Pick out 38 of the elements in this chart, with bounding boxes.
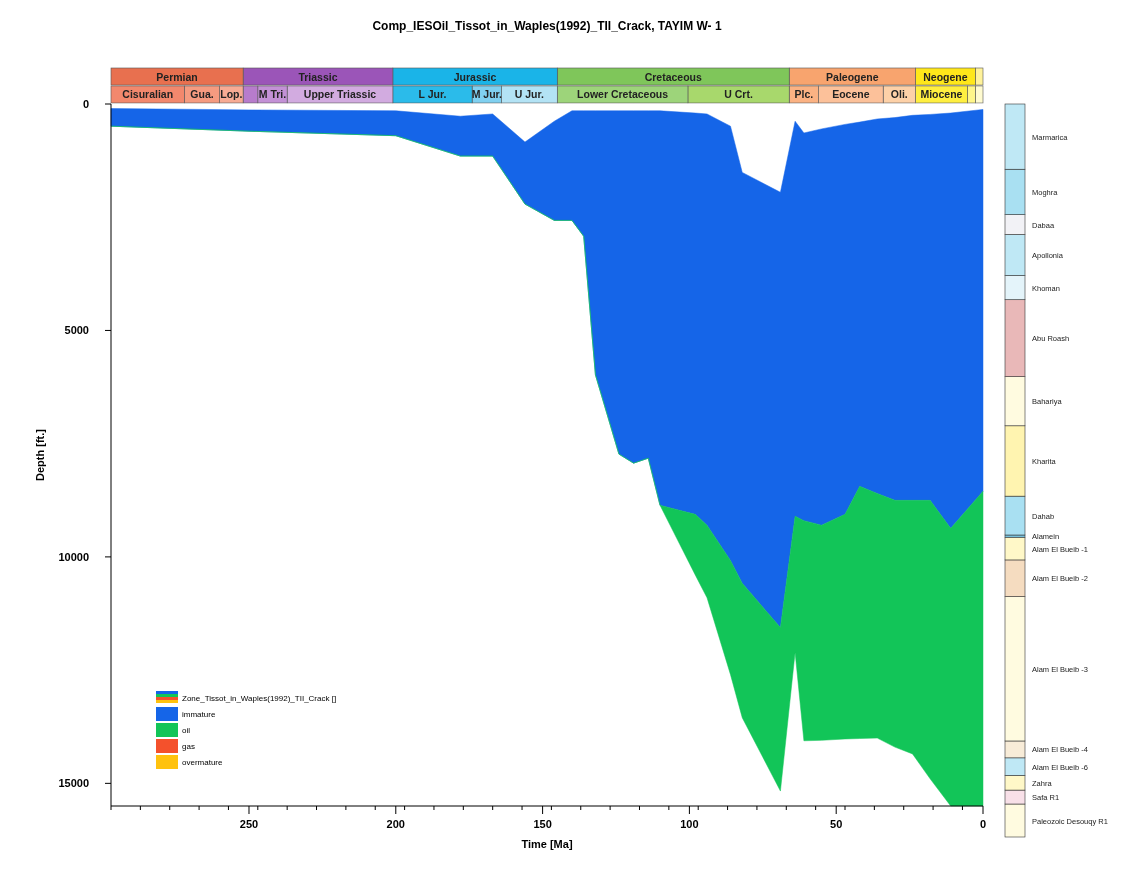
- series-label: Gua.: [190, 88, 214, 101]
- series-label: Eocene: [832, 88, 870, 101]
- y-tick-label: 5000: [64, 324, 89, 337]
- series-label: M Jur.: [471, 88, 503, 101]
- x-tick-label: 100: [680, 818, 699, 830]
- x-tick-label: 150: [533, 818, 552, 830]
- x-axis-title: Time [Ma]: [521, 838, 573, 850]
- legend-label: gas: [182, 742, 195, 751]
- series-label: Neogene: [923, 70, 968, 83]
- y-tick-label: 10000: [58, 550, 89, 563]
- legend-title: Zone_Tissot_in_Waples(1992)_TII_Crack []: [182, 694, 337, 703]
- series-label: U Crt.: [724, 88, 753, 101]
- series-label: Miocene: [920, 88, 963, 101]
- series-label: Jurassic: [453, 70, 497, 83]
- legend-label: overmature: [182, 758, 224, 767]
- series-label: M Tri.: [258, 88, 287, 101]
- x-tick-label: 250: [239, 818, 259, 830]
- y-tick-label: 15000: [58, 777, 89, 790]
- y-tick-label: 0: [82, 98, 89, 110]
- y-axis-title: Depth [ft.]: [34, 428, 46, 481]
- series-label: Oli.: [890, 88, 908, 101]
- series-label: L Jur.: [418, 88, 447, 101]
- series-label: Permian: [156, 70, 198, 83]
- series-label: U Jur.: [514, 88, 545, 101]
- x-tick-label: 50: [830, 818, 843, 830]
- series-label: Lower Cretaceous: [577, 88, 669, 101]
- x-tick-label: 200: [386, 818, 405, 830]
- series-label: Lop.: [220, 88, 243, 101]
- x-tick-label: 0: [979, 818, 987, 830]
- series-label: Paleogene: [826, 70, 879, 83]
- series-label: Triassic: [298, 70, 338, 83]
- series-label: Cisuralian: [122, 88, 174, 101]
- series-label: Upper Triassic: [303, 88, 377, 101]
- legend-label: oil: [182, 726, 191, 735]
- legend-label: immature: [182, 710, 216, 719]
- series-label: Plc.: [794, 88, 814, 101]
- chart-title: Comp_IESOil_Tissot_in_Waples(1992)_TII_Crack, TAYIM W- 1: [372, 19, 722, 33]
- series-label: Cretaceous: [644, 70, 702, 83]
